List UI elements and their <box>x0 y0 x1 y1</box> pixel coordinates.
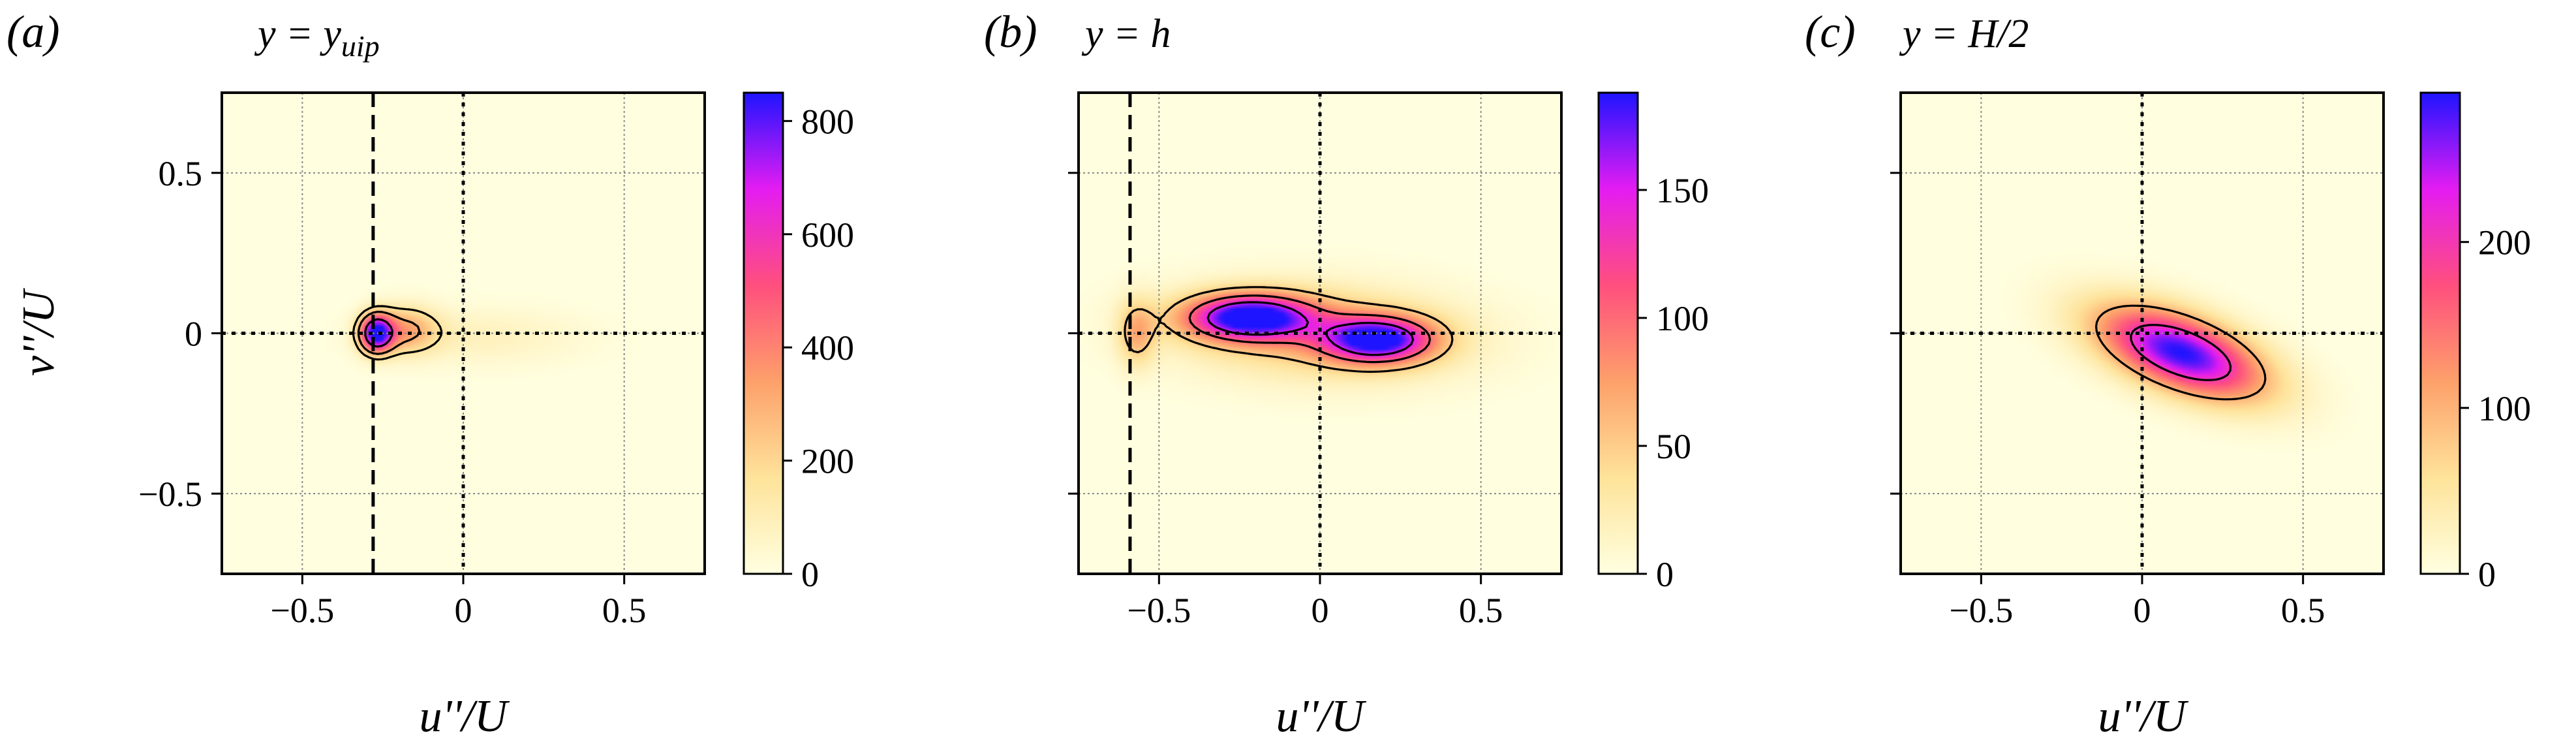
panel-title: y = h <box>1081 12 1171 56</box>
x-tick-label: −0.5 <box>270 591 334 630</box>
colorbar-gradient <box>2419 91 2461 575</box>
colorbar-gradient <box>743 91 784 575</box>
colorbar-tick-label: 0 <box>2478 555 2496 594</box>
contour-line <box>2130 324 2232 381</box>
x-tick-label: 0 <box>2134 591 2151 630</box>
x-tick-label: 0 <box>1311 591 1329 630</box>
colorbar-tick-label: 100 <box>1656 299 1709 338</box>
colorbar: 0 100 200 <box>2419 91 2531 594</box>
y-tick-label: −0.5 <box>138 475 202 514</box>
x-axis-label: u''/U <box>2098 691 2189 742</box>
x-tick-label: −0.5 <box>1127 591 1191 630</box>
colorbar-tick-label: 600 <box>801 215 854 255</box>
colorbar-tick-label: 800 <box>801 102 854 141</box>
y-axis-label: v''/U <box>14 288 64 376</box>
x-axis-label: u''/U <box>1276 691 1367 742</box>
colorbar-tick-label: 200 <box>2478 223 2531 262</box>
panel-title-text: y = H/2 <box>1899 12 2029 56</box>
panel-title-text: y = y <box>254 12 341 56</box>
colorbar-tick-label: 0 <box>1656 555 1674 594</box>
x-tick-label: 0.5 <box>1459 591 1503 630</box>
colorbar-tick-label: 400 <box>801 328 854 368</box>
x-axis-label: u''/U <box>420 691 510 742</box>
colorbar-tick-label: 50 <box>1656 427 1691 466</box>
colorbar-tick-label: 150 <box>1656 171 1709 210</box>
x-tick-label: 0.5 <box>602 591 647 630</box>
contour-line <box>1124 286 1454 373</box>
panel-label: (b) <box>984 7 1037 57</box>
panel-title: y = H/2 <box>1899 12 2029 56</box>
colorbar: 0 200 400 600 800 <box>743 91 854 594</box>
x-tick-label: 0 <box>455 591 472 630</box>
colorbar-tick-label: 100 <box>2478 389 2531 428</box>
panel-title-text: y = h <box>1081 12 1171 56</box>
panel-label: (a) <box>7 7 60 57</box>
panel-c: −0.5 0 0.5 u''/U (c) y = H/2 0 100 200 <box>1805 7 2531 742</box>
panels-group: −0.5 0 0.5 −0.5 0 0.5 u''/U v''/U (a) y = yuip 0 20… <box>7 7 2531 742</box>
panel-b: −0.5 0 0.5 u''/U (b) y = h 0 50 100 150 <box>984 7 1709 742</box>
x-tick-label: 0.5 <box>2281 591 2325 630</box>
panel-title: y = yuip <box>254 12 380 63</box>
y-tick-label: 0.5 <box>159 154 203 193</box>
colorbar: 0 50 100 150 <box>1597 91 1709 594</box>
contour-line <box>1188 294 1432 364</box>
contour-line <box>352 305 443 361</box>
contour-line <box>357 311 421 355</box>
panel-title-subscript: uip <box>341 29 380 63</box>
colorbar-gradient <box>1597 91 1639 575</box>
y-tick-label: 0 <box>185 315 202 354</box>
colorbar-tick-label: 200 <box>801 442 854 481</box>
panel-label: (c) <box>1805 7 1856 57</box>
x-tick-label: −0.5 <box>1949 591 2013 630</box>
panel-a: −0.5 0 0.5 −0.5 0 0.5 u''/U v''/U (a) y = yuip 0 20… <box>7 7 854 742</box>
colorbar-tick-label: 0 <box>801 555 819 594</box>
